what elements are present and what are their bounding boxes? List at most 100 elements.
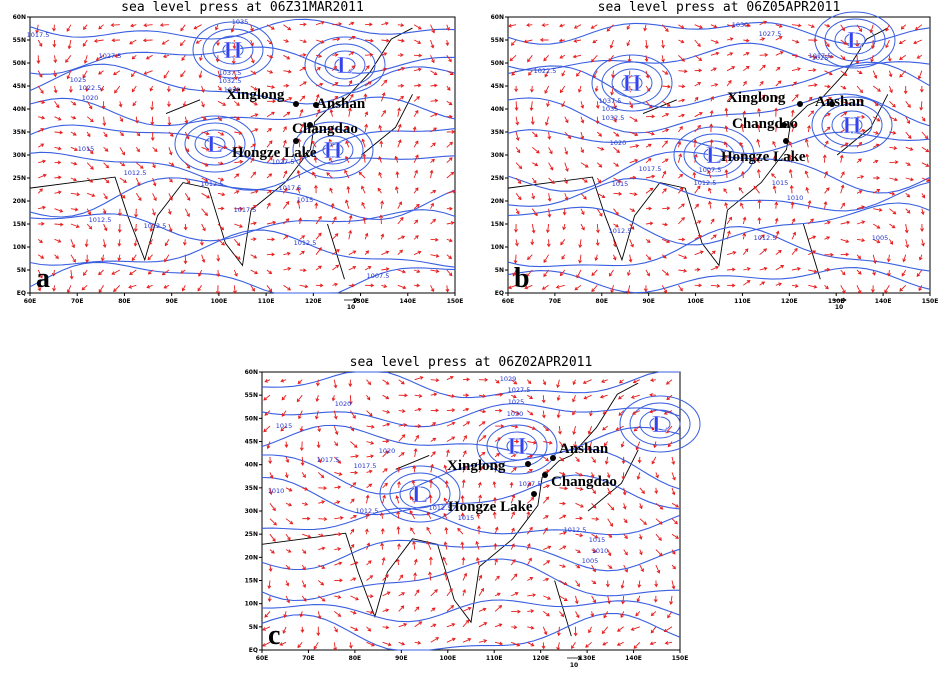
wind-arrow: [98, 285, 104, 293]
wind-arrow: [299, 284, 309, 289]
wind-arrow: [350, 528, 355, 535]
wind-arrow: [694, 96, 699, 102]
wind-arrow: [300, 626, 305, 633]
wind-arrow: [332, 95, 339, 102]
wind-arrow: [788, 153, 793, 163]
wind-arrow: [790, 109, 795, 117]
y-tick-label: 25N: [13, 175, 26, 182]
wind-arrow: [266, 441, 271, 450]
wind-arrow: [430, 55, 435, 64]
wind-arrow: [643, 24, 648, 32]
wind-arrow: [531, 223, 536, 234]
wind-arrow: [250, 39, 254, 47]
wind-arrow: [283, 69, 292, 74]
wind-arrow: [629, 116, 638, 122]
wind-arrow: [526, 557, 532, 566]
wind-arrow: [142, 38, 153, 43]
wind-arrow: [382, 482, 388, 489]
isobar: [204, 136, 226, 152]
wind-arrow: [590, 611, 595, 618]
wind-arrow: [299, 268, 307, 273]
wind-arrow: [70, 146, 78, 151]
coastline: [507, 27, 889, 280]
wind-arrow: [446, 171, 455, 179]
wind-arrow: [743, 279, 751, 286]
wind-arrow: [70, 254, 76, 263]
wind-arrow: [430, 218, 437, 225]
wind-arrow: [348, 51, 355, 56]
wind-arrow: [591, 285, 598, 293]
wind-arrow: [296, 394, 303, 403]
wind-arrow: [380, 542, 385, 550]
isobar: [621, 75, 643, 91]
wind-arrow: [693, 138, 698, 148]
wind-arrow: [772, 140, 777, 148]
wind-arrow: [146, 284, 153, 289]
wind-arrow: [889, 223, 896, 229]
wind-arrow: [752, 157, 760, 164]
wind-arrow: [739, 141, 744, 148]
wind-arrow: [613, 116, 617, 123]
y-tick-label: 50N: [245, 415, 258, 422]
wind-arrow: [509, 481, 514, 488]
wind-arrow: [804, 138, 809, 148]
station-label: Hongze Lake: [721, 149, 806, 165]
wind-arrow: [366, 575, 374, 581]
wind-arrow: [494, 437, 502, 442]
wind-arrow: [332, 282, 339, 287]
wind-arrow: [70, 239, 76, 249]
wind-arrow: [840, 202, 845, 209]
wind-arrow: [573, 626, 578, 637]
wind-arrow: [694, 235, 702, 240]
wind-arrow: [603, 441, 609, 447]
wind-arrow: [626, 285, 631, 295]
wind-arrow: [613, 208, 619, 216]
wind-arrow: [564, 177, 568, 185]
wind-arrow: [612, 254, 617, 261]
wind-arrow: [332, 37, 341, 42]
x-tick-label: 130E: [579, 655, 596, 662]
wind-arrow: [613, 177, 622, 183]
wind-arrow: [678, 173, 684, 179]
wind-arrow: [197, 285, 202, 292]
isobar: [507, 226, 931, 272]
wind-arrow: [492, 480, 497, 488]
wind-arrow: [622, 487, 627, 496]
wind-arrow: [608, 55, 614, 62]
wind-arrow: [414, 283, 421, 288]
wind-arrow: [395, 171, 400, 179]
wind-arrow: [531, 177, 537, 184]
wind-arrow: [446, 588, 453, 597]
wind-arrow: [759, 266, 768, 271]
wind-arrow: [572, 54, 582, 59]
wind-arrow: [573, 38, 582, 43]
wind-arrow: [233, 70, 238, 81]
wind-arrow: [283, 611, 288, 619]
wind-arrow: [266, 140, 273, 148]
wind-arrow: [743, 23, 751, 28]
isobar: [262, 448, 681, 495]
wind-arrow: [856, 158, 862, 164]
wind-arrow: [446, 221, 455, 225]
wind-arrow: [633, 425, 641, 432]
wind-arrow: [562, 208, 567, 216]
wind-arrow: [591, 487, 596, 495]
wind-arrow: [637, 456, 642, 464]
wind-arrow: [332, 22, 343, 26]
wind-arrow: [824, 187, 830, 194]
wind-arrow: [623, 549, 628, 556]
wind-arrow: [649, 641, 657, 646]
wind-arrow: [350, 595, 359, 601]
wind-arrow: [38, 115, 46, 120]
wind-arrow: [381, 21, 389, 26]
wind-arrow: [775, 36, 783, 41]
wind-arrow: [726, 250, 737, 256]
wind-arrow: [921, 162, 930, 167]
wind-arrow: [653, 595, 658, 603]
x-tick-label: 80E: [596, 298, 608, 305]
station-dot: [542, 472, 548, 478]
wind-arrow: [334, 611, 342, 617]
wind-arrow: [592, 70, 598, 79]
wind-arrow: [233, 285, 237, 295]
